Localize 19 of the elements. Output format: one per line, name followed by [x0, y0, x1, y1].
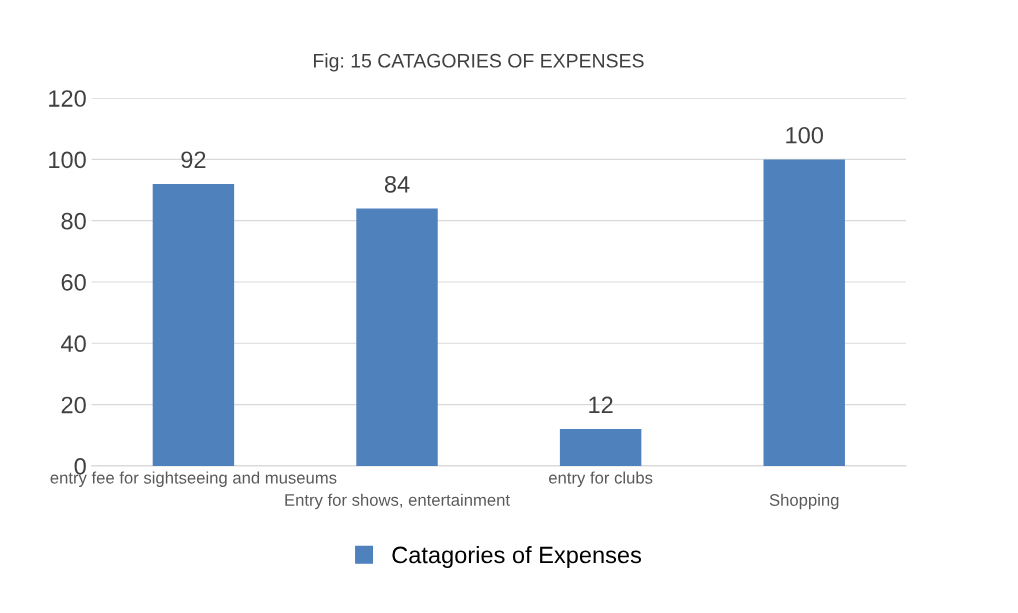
y-tick-label: 20	[61, 396, 86, 414]
y-tick-label: 40	[61, 335, 86, 353]
x-tick-label: Shopping	[769, 493, 839, 510]
data-label: 100	[786, 126, 823, 144]
data-label: 92	[181, 151, 206, 169]
data-label: 12	[589, 396, 613, 414]
bar	[152, 183, 235, 466]
bar	[559, 429, 642, 466]
bar	[763, 159, 845, 466]
x-tick-label: entry for clubs	[549, 471, 653, 487]
y-tick-label: 60	[61, 274, 86, 291]
chart-title: Fig: 15 CATAGORIES OF EXPENSES	[314, 53, 644, 72]
legend-label: Catagories of Expenses	[392, 545, 642, 568]
bar	[356, 208, 438, 466]
data-label: 84	[384, 175, 410, 193]
y-tick-label: 100	[49, 151, 86, 169]
y-tick-label: 80	[61, 212, 86, 230]
y-tick-label: 120	[49, 90, 86, 107]
x-tick-label: Entry for shows, entertainment	[285, 493, 510, 510]
